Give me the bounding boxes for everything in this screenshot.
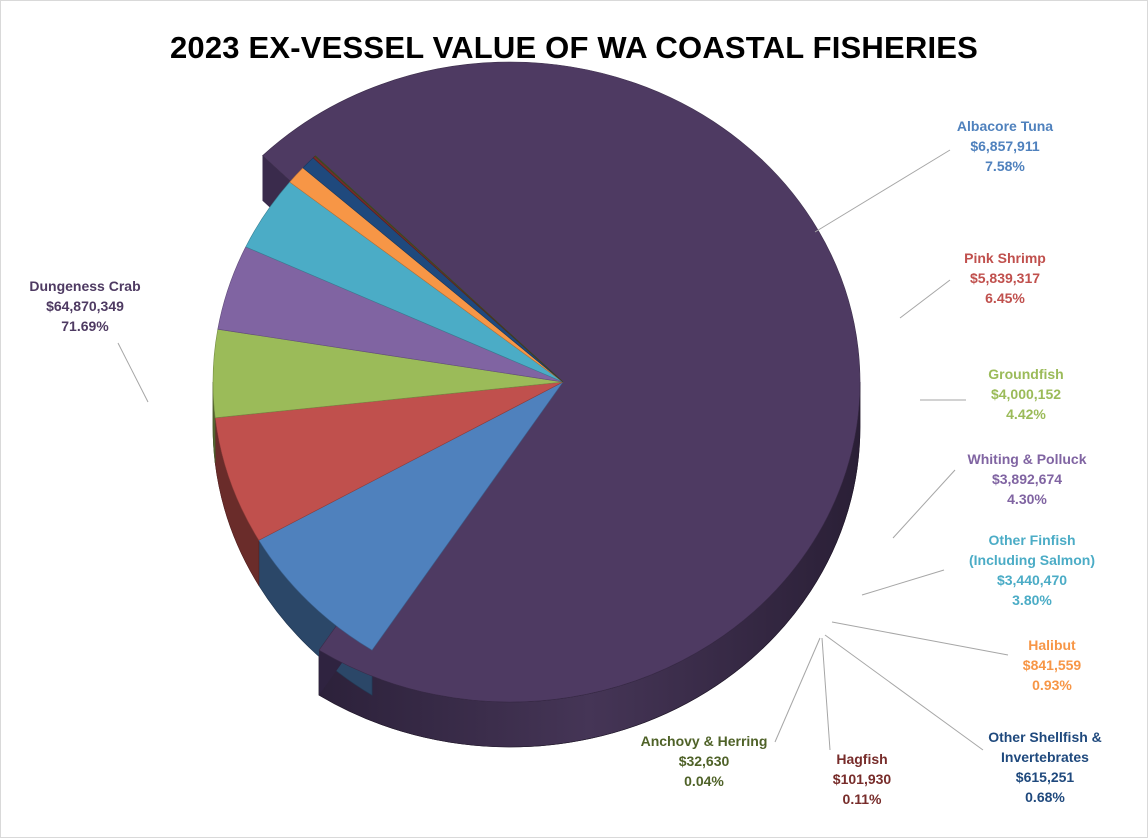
slice-percent-label: 4.42% [1006, 406, 1046, 422]
leader-line [861, 569, 945, 596]
slice-value-label: $6,857,911 [970, 138, 1040, 154]
slice-name-label: (Including Salmon) [969, 552, 1095, 568]
slice-label: Groundfish $4,000,152 4.42% [988, 366, 1063, 422]
slice-label: Whiting & Polluck $3,892,674 4.30% [968, 451, 1087, 507]
slice-percent-label: 4.30% [1007, 491, 1047, 507]
slice-percent-label: 3.80% [1012, 592, 1052, 608]
slice-name-label: Hagfish [836, 751, 887, 767]
chart-title: 2023 EX-VESSEL VALUE OF WA COASTAL FISHE… [169, 30, 979, 65]
slice-value-label: $32,630 [679, 753, 730, 769]
slice-name-label: Pink Shrimp [964, 250, 1046, 266]
slice-name-label: Halibut [1028, 637, 1076, 653]
leader-line [831, 621, 1009, 656]
slice-name-label: Groundfish [988, 366, 1063, 382]
slice-percent-label: 6.45% [985, 290, 1025, 306]
slice-value-label: $3,440,470 [997, 572, 1067, 588]
slice-value-label: $101,930 [833, 771, 892, 787]
slice-value-label: $841,559 [1023, 657, 1082, 673]
slice-percent-label: 0.11% [843, 791, 882, 807]
slice-name-label: Whiting & Polluck [968, 451, 1087, 467]
leader-line [824, 634, 984, 751]
slice-percent-label: 0.93% [1032, 677, 1072, 693]
slice-label: Halibut $841,559 0.93% [1023, 637, 1082, 693]
slice-value-label: $4,000,152 [991, 386, 1061, 402]
slice-albacore-tuna [258, 381, 564, 651]
slice-percent-label: 0.68% [1025, 789, 1065, 805]
leader-line [892, 469, 956, 539]
slice-label: Albacore Tuna $6,857,911 7.58% [957, 118, 1053, 174]
leader-line [821, 637, 831, 751]
slice-name-label: Other Finfish [988, 532, 1075, 548]
slice-name-label: Other Shellfish & [988, 729, 1102, 745]
slice-percent-label: 7.58% [985, 158, 1025, 174]
slice-value-label: $3,892,674 [992, 471, 1062, 487]
slice-pink-shrimp [214, 381, 564, 541]
slice-label: Dungeness Crab $64,870,349 71.69% [29, 278, 140, 334]
slice-percent-label: 0.04% [684, 773, 724, 789]
slice-anchovy-herring [314, 155, 564, 383]
slice-name-label: Albacore Tuna [957, 118, 1053, 134]
leader-line [899, 279, 951, 319]
slice-label: Other Finfish (Including Salmon) $3,440,47… [969, 532, 1095, 608]
slice-label: Other Shellfish & Invertebrates $615,251 0.… [988, 729, 1102, 805]
leader-line [117, 342, 149, 403]
slice-value-label: $5,839,317 [970, 270, 1040, 286]
slice-value-label: $615,251 [1016, 769, 1075, 785]
slice-label: Anchovy & Herring $32,630 0.04% [641, 733, 768, 789]
leader-line [774, 637, 821, 743]
slice-label: Hagfish $101,930 0.11% [833, 751, 892, 807]
slice-name-label: Dungeness Crab [29, 278, 140, 294]
leader-line [814, 149, 951, 233]
slice-percent-label: 71.69% [61, 318, 109, 334]
slice-name-label: Anchovy & Herring [641, 733, 768, 749]
slice-name-label: Invertebrates [1001, 749, 1089, 765]
slice-value-label: $64,870,349 [46, 298, 124, 314]
slice-label: Pink Shrimp $5,839,317 6.45% [964, 250, 1046, 306]
